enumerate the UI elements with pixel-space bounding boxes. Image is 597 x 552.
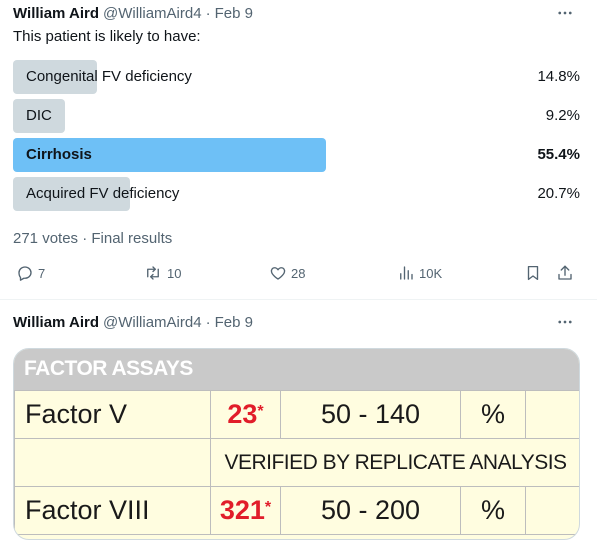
poll-option-percent: 20.7% [537, 185, 580, 202]
assay-title: FACTOR ASSAYS [14, 349, 579, 390]
views-count: 10K [419, 265, 443, 281]
repost-icon [147, 266, 159, 280]
assay-flag: * [264, 499, 272, 516]
tweet-divider [0, 299, 597, 300]
assay-empty-cell [525, 486, 579, 535]
tweet-image[interactable]: William Aird @WilliamAird4 · Feb 9 [0, 300, 597, 552]
tweet-date[interactable]: Feb 9 [214, 313, 253, 331]
tweet-text: This patient is likely to have: [13, 28, 201, 45]
bookmark-icon [527, 265, 539, 281]
poll-option-percent: 9.2% [545, 107, 580, 124]
like-button[interactable]: 28 [269, 261, 305, 285]
share-icon [558, 265, 572, 280]
heart-icon [270, 267, 286, 280]
assay-empty-cell [14, 438, 211, 487]
tweet-header: William Aird @WilliamAird4 · Feb 9 [13, 312, 253, 332]
repost-button[interactable]: 10 [143, 261, 181, 285]
poll-option-label: Acquired FV deficiency [26, 185, 180, 202]
assay-name: Factor V [14, 390, 211, 439]
assay-value-number: 23 [227, 399, 258, 429]
reply-icon [18, 266, 32, 281]
assay-value: 321* [210, 486, 281, 535]
poll-bar [13, 138, 326, 172]
poll-bar [13, 99, 65, 133]
assay-row-factor-viii: Factor VIII 321* 50 - 200 % [14, 486, 579, 535]
assay-row-factor-v: Factor V 23* 50 - 140 % [14, 390, 579, 439]
more-horizontal-icon[interactable] [553, 312, 577, 332]
assay-unit: % [460, 390, 526, 439]
poll-results-footer: 271 votes · Final results [13, 230, 173, 247]
assay-empty-cell [525, 390, 579, 439]
author-name[interactable]: William Aird [13, 313, 99, 331]
more-horizontal-icon[interactable] [553, 3, 577, 23]
assay-reference-range: 50 - 140 [280, 390, 461, 439]
tweet-media-image[interactable]: FACTOR ASSAYS Factor V 23* 50 - 140 % VE… [13, 348, 580, 540]
poll-option-percent: 14.8% [537, 68, 580, 85]
poll-bar [13, 177, 130, 211]
share-button[interactable] [556, 261, 574, 285]
author-handle[interactable]: @WilliamAird4 [103, 4, 202, 22]
poll-option: Acquired FV deficiency 20.7% [13, 177, 580, 211]
assay-note: VERIFIED BY REPLICATE ANALYSIS [210, 438, 579, 487]
tweet-header: William Aird @WilliamAird4 · Feb 9 [13, 3, 253, 23]
poll-option: DIC 9.2% [13, 99, 580, 133]
factor-assay-table: Factor V 23* 50 - 140 % VERIFIED BY REPL… [14, 390, 579, 535]
bookmark-button[interactable] [524, 261, 542, 285]
reply-count: 7 [38, 265, 46, 281]
views-button[interactable]: 10K [397, 261, 442, 285]
author-name[interactable]: William Aird [13, 4, 99, 22]
tweet-date[interactable]: Feb 9 [214, 4, 253, 22]
assay-name: Factor VIII [14, 486, 211, 535]
poll-option: Cirrhosis 55.4% [13, 138, 580, 172]
assay-value: 23* [210, 390, 281, 439]
like-count: 28 [291, 265, 306, 281]
author-handle[interactable]: @WilliamAird4 [103, 313, 202, 331]
poll: Congenital FV deficiency 14.8% DIC 9.2% … [13, 60, 580, 216]
tweet-actions: 7 10 28 10K [13, 261, 580, 285]
assay-value-number: 321 [219, 495, 265, 525]
reply-button[interactable]: 7 [16, 261, 45, 285]
assay-reference-range: 50 - 200 [280, 486, 461, 535]
separator-dot: · [205, 4, 211, 22]
assay-unit: % [460, 486, 526, 535]
poll-option-label: Cirrhosis [26, 146, 92, 163]
views-icon [400, 266, 413, 280]
poll-option-label: Congenital FV deficiency [26, 68, 192, 85]
poll-option-percent: 55.4% [537, 146, 580, 163]
repost-count: 10 [167, 265, 182, 281]
poll-option-label: DIC [26, 107, 52, 124]
poll-bar [13, 60, 97, 94]
separator-dot: · [205, 313, 211, 331]
assay-row-note: VERIFIED BY REPLICATE ANALYSIS [14, 438, 579, 487]
poll-option: Congenital FV deficiency 14.8% [13, 60, 580, 94]
assay-flag: * [257, 403, 264, 420]
tweet-poll[interactable]: William Aird @WilliamAird4 · Feb 9 This … [0, 0, 597, 299]
